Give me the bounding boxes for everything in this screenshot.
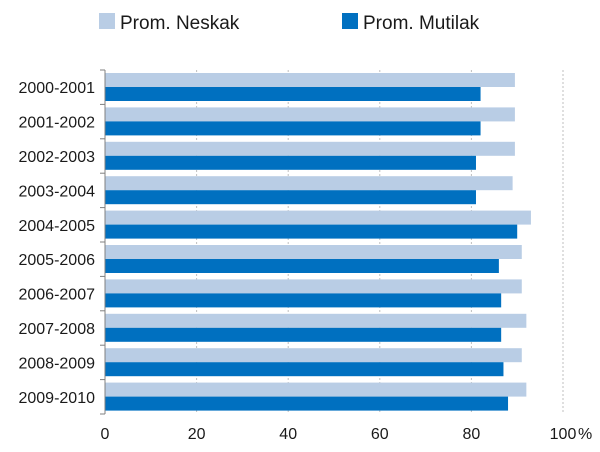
bar-neskak xyxy=(105,73,515,87)
x-tick-label: 40 xyxy=(279,426,297,443)
bars xyxy=(105,73,531,411)
bar-mutilak xyxy=(105,224,518,239)
category-label: 2008-2009 xyxy=(18,355,95,372)
bar-mutilak xyxy=(105,259,499,273)
bar-neskak xyxy=(105,382,527,397)
bar-mutilak xyxy=(105,293,502,308)
bar-mutilak xyxy=(105,155,476,170)
x-tick-label: 100 xyxy=(550,426,577,443)
bar-mutilak xyxy=(105,327,502,342)
x-tick-label: 20 xyxy=(188,426,206,443)
bar-neskak xyxy=(105,245,522,259)
bar-mutilak xyxy=(105,190,476,205)
legend-label-neskak: Prom. Neskak xyxy=(120,13,240,34)
bar-neskak xyxy=(105,176,513,191)
category-label: 2002-2003 xyxy=(18,149,95,166)
x-tick-label: 0 xyxy=(101,426,110,443)
legend: Prom. Neskak Prom. Mutilak xyxy=(99,13,480,34)
bar-neskak xyxy=(105,279,522,294)
category-labels: 2000-2001 2001-2002 2002-2003 2003-2004 2004… xyxy=(18,69,105,415)
bar-mutilak xyxy=(105,362,504,377)
x-tick-label: 60 xyxy=(371,426,389,443)
category-label: 2006-2007 xyxy=(18,287,95,304)
bar-mutilak xyxy=(105,87,481,101)
bar-neskak xyxy=(105,107,515,122)
category-label: 2000-2001 xyxy=(18,80,95,97)
bar-mutilak xyxy=(105,121,481,136)
x-tick-labels: 0 20 40 60 80 100% xyxy=(101,426,593,443)
category-label: 2009-2010 xyxy=(18,390,95,407)
category-label: 2003-2004 xyxy=(18,183,95,200)
category-label: 2007-2008 xyxy=(18,321,95,338)
category-label: 2004-2005 xyxy=(18,218,95,235)
bar-mutilak xyxy=(105,396,509,411)
bar-neskak xyxy=(105,348,522,363)
bar-neskak xyxy=(105,141,515,156)
bar-neskak xyxy=(105,313,527,328)
legend-label-mutilak: Prom. Mutilak xyxy=(363,13,480,34)
category-label: 2005-2006 xyxy=(18,252,95,269)
category-label: 2001-2002 xyxy=(18,115,95,132)
legend-swatch-neskak xyxy=(99,13,115,29)
x-unit-label: % xyxy=(578,426,592,443)
bar-neskak xyxy=(105,210,531,225)
legend-swatch-mutilak xyxy=(342,13,358,29)
x-tick-label: 80 xyxy=(463,426,481,443)
